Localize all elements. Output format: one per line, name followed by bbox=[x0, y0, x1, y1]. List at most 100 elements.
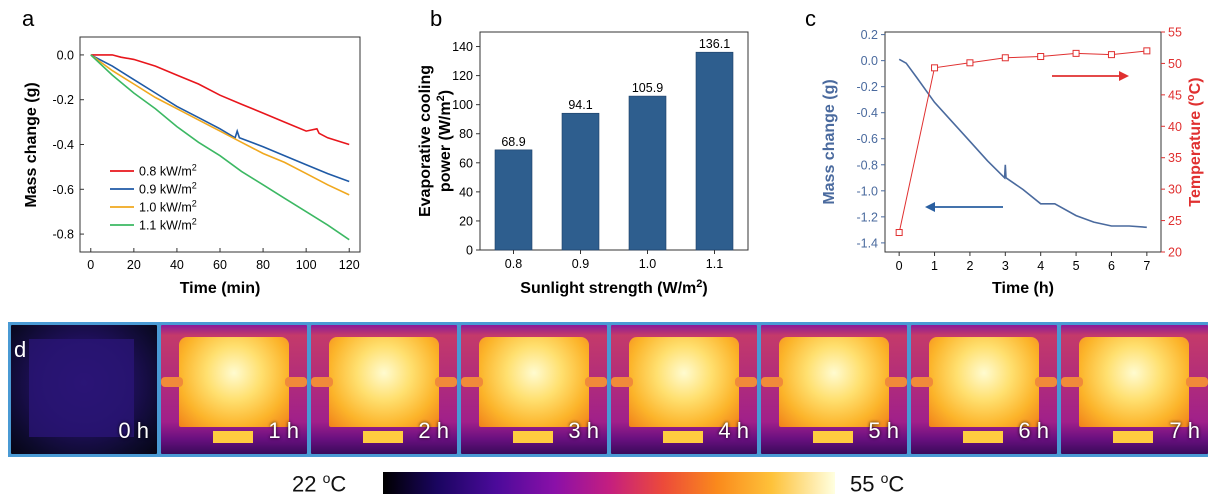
chart-c-x-tick-label: 0 bbox=[896, 259, 903, 273]
chart-b-y-label-line2: power (W/m2) bbox=[435, 90, 454, 192]
thermal-frame-time-label: 7 h bbox=[1169, 418, 1200, 443]
chart-b-x-label: Sunlight strength (W/m2) bbox=[520, 278, 707, 297]
chart-c-series bbox=[895, 47, 1151, 237]
panel-letter-a: a bbox=[22, 6, 35, 31]
thermal-arm bbox=[161, 377, 183, 387]
chart-b-bar-value-label: 94.1 bbox=[568, 98, 592, 112]
chart-b-bar bbox=[494, 149, 533, 251]
thermal-sample-base bbox=[963, 431, 1003, 443]
thermal-sample-base bbox=[513, 431, 553, 443]
chart-a-x-tick-label: 0 bbox=[87, 258, 94, 272]
chart-a-legend-label: 1.0 kW/m2 bbox=[139, 199, 197, 215]
thermal-sample-base bbox=[663, 431, 703, 443]
chart-b-y-tick-label: 120 bbox=[452, 69, 473, 83]
chart-c-temperature-marker bbox=[895, 229, 903, 237]
thermal-arm bbox=[735, 377, 757, 387]
chart-c-frame bbox=[884, 31, 1162, 253]
chart-a-x-ticks: 0 20 40 60 80 100 120 bbox=[87, 248, 360, 272]
chart-c-y-tick-label-right: 55 bbox=[1168, 26, 1182, 40]
chart-c-temperature-marker bbox=[1143, 47, 1151, 55]
chart-c-temperature-marker bbox=[1001, 54, 1009, 62]
thermal-sample-hot bbox=[779, 337, 889, 427]
chart-c-y-tick-label-left: -1.0 bbox=[856, 184, 878, 198]
chart-a-y-tick-label: -0.2 bbox=[52, 93, 74, 107]
chart-b-bar bbox=[695, 51, 734, 251]
chart-c-y-tick-label-left: -1.2 bbox=[856, 210, 878, 224]
chart-b-bar-value-label: 136.1 bbox=[699, 37, 730, 51]
chart-b-bars: 68.9 94.1 105.9 136.1 bbox=[494, 37, 734, 251]
chart-b-x-tick-label: 0.8 bbox=[505, 257, 522, 271]
chart-a-y-label: Mass change (g) bbox=[23, 82, 40, 207]
thermal-arm bbox=[761, 377, 783, 387]
chart-a-x-tick-label: 80 bbox=[256, 258, 270, 272]
chart-a-series-line bbox=[90, 54, 350, 241]
chart-c-temperature-marker bbox=[931, 64, 939, 72]
thermal-frame-time-label: 0 h bbox=[118, 418, 149, 443]
chart-a-y-tick-label: 0.0 bbox=[57, 48, 74, 62]
chart-b: 68.9 94.1 105.9 136.1 0.8 0.9 1.0 1.1 0 20 40 60 8… bbox=[417, 31, 749, 297]
chart-b-y-tick-label: 60 bbox=[459, 156, 473, 170]
panel-letter-d: d bbox=[14, 337, 27, 362]
chart-c-x-tick-label: 6 bbox=[1108, 259, 1115, 273]
chart-c-temperature-marker bbox=[966, 59, 974, 67]
chart-c-y-tick-label-left: -0.6 bbox=[856, 132, 878, 146]
thermal-sample-hot bbox=[329, 337, 439, 427]
thermal-frame: 3 h bbox=[461, 325, 607, 454]
thermal-sample-base bbox=[213, 431, 253, 443]
chart-a-y-tick-label: -0.6 bbox=[52, 183, 74, 197]
chart-c-y-label-right: Temperature (oC) bbox=[1185, 77, 1204, 206]
chart-b-x-ticks: 0.8 0.9 1.0 1.1 bbox=[505, 250, 723, 271]
chart-a-series-line bbox=[90, 54, 350, 196]
thermal-sample-hot bbox=[929, 337, 1039, 427]
chart-b-y-tick-label: 20 bbox=[459, 214, 473, 228]
thermal-sample-hot bbox=[179, 337, 289, 427]
thermal-arm bbox=[311, 377, 333, 387]
chart-c-y-tick-label-right: 50 bbox=[1168, 57, 1182, 71]
thermal-arm bbox=[911, 377, 933, 387]
thermal-sample-base bbox=[363, 431, 403, 443]
chart-c-y-tick-label-left: -0.8 bbox=[856, 158, 878, 172]
chart-a-x-tick-label: 100 bbox=[296, 258, 317, 272]
chart-c-y-label-left: Mass change (g) bbox=[821, 79, 838, 204]
chart-b-y-label-line1: Evaporative cooling bbox=[417, 65, 434, 217]
chart-c-x-tick-label: 3 bbox=[1002, 259, 1009, 273]
chart-b-bar bbox=[561, 112, 600, 251]
chart-c-temperature-marker bbox=[1037, 53, 1045, 61]
chart-a-x-tick-label: 20 bbox=[127, 258, 141, 272]
chart-b-y-tick-label: 80 bbox=[459, 127, 473, 141]
thermal-sample-cold bbox=[29, 339, 134, 437]
chart-a-x-tick-label: 60 bbox=[213, 258, 227, 272]
thermal-arm bbox=[585, 377, 607, 387]
chart-c-y-tick-label-left: -0.2 bbox=[856, 80, 878, 94]
colorbar-max-label: 55 oC bbox=[850, 470, 905, 497]
chart-c-x-tick-label: 1 bbox=[931, 259, 938, 273]
chart-c-y-tick-label-right: 30 bbox=[1168, 183, 1182, 197]
chart-a-legend-label: 1.1 kW/m2 bbox=[139, 217, 197, 233]
chart-a-x-tick-label: 120 bbox=[339, 258, 360, 272]
thermal-arm bbox=[1186, 377, 1208, 387]
chart-c-mass-line bbox=[898, 58, 1147, 229]
panel-letter-b: b bbox=[430, 6, 442, 31]
chart-c-x-tick-label: 7 bbox=[1143, 259, 1150, 273]
thermal-frame-time-label: 4 h bbox=[718, 418, 749, 443]
chart-b-bar-value-label: 105.9 bbox=[632, 81, 663, 95]
chart-b-y-ticks: 0 20 40 60 80 100 120 140 bbox=[452, 40, 480, 258]
colorbar-min-label: 22 oC bbox=[292, 470, 347, 497]
chart-c-y-tick-label-right: 45 bbox=[1168, 88, 1182, 102]
thermal-arm bbox=[885, 377, 907, 387]
chart-a: 0 20 40 60 80 100 120 0.0 -0.2 -0.4 -0.6 -0.8 0.8 … bbox=[23, 36, 361, 297]
chart-c-x-tick-label: 2 bbox=[966, 259, 973, 273]
thermal-frame: 5 h bbox=[761, 325, 907, 454]
thermal-frame-time-label: 6 h bbox=[1018, 418, 1049, 443]
chart-c-temperature-marker bbox=[1107, 51, 1115, 59]
chart-a-y-ticks: 0.0 -0.2 -0.4 -0.6 -0.8 bbox=[52, 48, 84, 242]
thermal-frame: 6 h bbox=[911, 325, 1057, 454]
chart-b-x-tick-label: 1.1 bbox=[706, 257, 723, 271]
thermal-frame-time-label: 5 h bbox=[868, 418, 899, 443]
chart-a-legend: 0.8 kW/m2 0.9 kW/m2 1.0 kW/m2 1.1 kW/m2 bbox=[110, 163, 197, 233]
chart-b-x-tick-label: 0.9 bbox=[572, 257, 589, 271]
thermal-arm bbox=[461, 377, 483, 387]
chart-b-y-tick-label: 40 bbox=[459, 185, 473, 199]
